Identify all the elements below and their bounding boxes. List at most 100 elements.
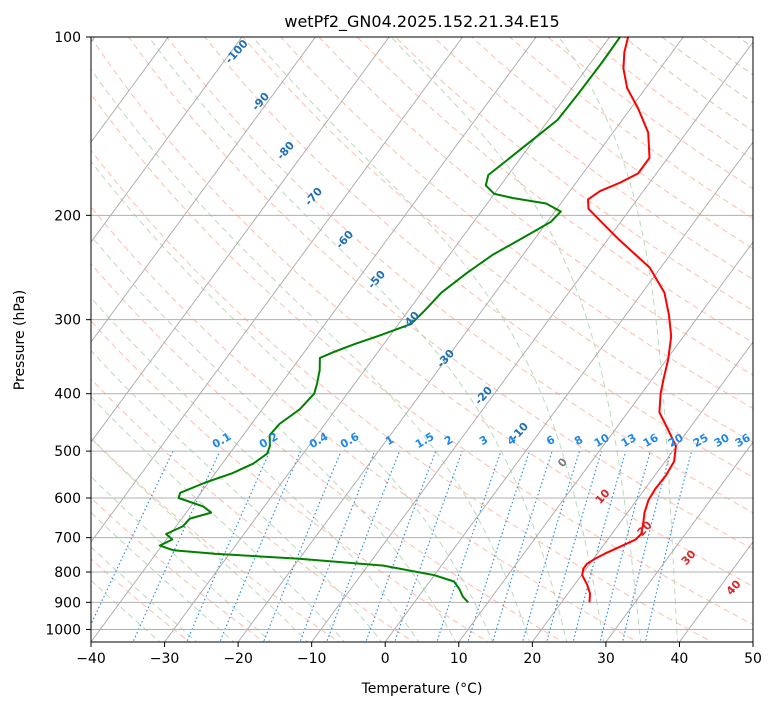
moist-adiabat-line (252, 37, 605, 642)
dry-adiabat-line (91, 320, 489, 642)
dry-adiabat-line (91, 93, 753, 626)
isotherm-line (164, 37, 611, 642)
mixing-ratio-line (394, 450, 463, 642)
x-tick-label: 0 (381, 651, 390, 667)
mixing-ratio-lines (91, 450, 693, 642)
y-tick-label: 800 (54, 565, 81, 581)
mixing-ratio-label: 3 (477, 433, 490, 448)
dry-adiabat-line (394, 37, 753, 312)
isotherm-line (91, 37, 464, 543)
isotherm-line (91, 37, 317, 343)
mixing-ratio-line (365, 450, 437, 642)
pressure-gridlines (91, 37, 753, 630)
dry-adiabat-line (471, 37, 753, 250)
y-tick-label: 100 (54, 30, 81, 46)
mixing-ratio-line (299, 450, 376, 642)
y-axis-label: Pressure (hPa) (12, 290, 28, 390)
isotherm-line (311, 41, 753, 642)
mixing-ratio-line (91, 450, 174, 626)
moist-adiabat-line (558, 37, 679, 642)
dry-adiabat-label: -20 (472, 384, 495, 408)
mixing-ratio-label: 13 (619, 431, 639, 450)
x-tick-label: −10 (297, 651, 327, 667)
mixing-ratio-label: 0.4 (307, 430, 331, 451)
y-tick-label: 200 (54, 208, 81, 224)
dry-adiabat-line (356, 37, 753, 344)
mixing-ratio-line (262, 450, 342, 642)
mixing-ratio-label: 16 (641, 431, 661, 450)
dry-adiabat-line (91, 497, 266, 642)
y-tick-label: 600 (54, 491, 81, 507)
dry-adiabat-line (280, 37, 753, 410)
mixing-ratio-label: 0.6 (338, 430, 362, 451)
line-labels: 0.1 0.2 0.4 0.6 1 1.5 2 3 4 6 8 10 13 16 20 25 30 36-100-… (210, 37, 753, 598)
isotherm-line (91, 37, 243, 243)
dry-adiabat-label: -30 (434, 347, 457, 371)
isotherm-line (384, 141, 753, 642)
dry-adiabat-line (166, 37, 753, 514)
dry-adiabat-line (242, 37, 753, 444)
mixing-ratio-label: 0.2 (257, 430, 280, 451)
mixing-ratio-line (622, 450, 672, 642)
dry-adiabat-label: 40 (724, 577, 744, 597)
dry-adiabat-label: -70 (302, 185, 325, 209)
dry-adiabat-line (204, 37, 753, 478)
dry-adiabat-line (737, 37, 753, 49)
dry-adiabat-line (91, 206, 639, 642)
dry-adiabat-label: -40 (399, 309, 422, 333)
dry-adiabat-label: -100 (223, 37, 251, 66)
mixing-ratio-label: 10 (592, 431, 612, 450)
moist-adiabat-line (91, 475, 272, 642)
mixing-ratio-line (644, 450, 693, 642)
moist-adiabat-line (91, 235, 457, 642)
y-tick-label: 500 (54, 444, 81, 460)
dry-adiabat-line (91, 437, 340, 642)
y-tick-label: 400 (54, 387, 81, 403)
dry-adiabat-line (699, 37, 753, 76)
moist-adiabat-line (91, 160, 494, 642)
moist-adiabat-line (91, 68, 531, 642)
x-tick-label: 10 (450, 651, 468, 667)
y-axis: 100 200 300 400 500 600 700 800 900 1000 (45, 30, 91, 638)
x-tick-label: −30 (150, 651, 180, 667)
dry-adiabat-line (661, 37, 753, 104)
mixing-ratio-line (326, 450, 401, 642)
dry-adiabat-label: -80 (274, 139, 297, 163)
mixing-ratio-line (599, 450, 652, 642)
isotherm-line (531, 341, 753, 642)
dry-adiabat-label: 0 (555, 455, 570, 470)
dry-adiabat-label: 30 (679, 547, 699, 567)
mixing-ratio-label: 6 (544, 433, 557, 448)
mixing-ratio-line (546, 450, 603, 642)
moist-adiabat-line (91, 349, 383, 642)
mixing-ratio-line (492, 450, 553, 642)
x-tick-label: −20 (223, 651, 253, 667)
isotherm-line (91, 37, 390, 443)
temperature-line (581, 37, 677, 603)
moist-adiabat-line (91, 546, 198, 642)
dry-adiabat-line (318, 37, 753, 376)
x-tick-label: 50 (744, 651, 762, 667)
isotherm-line (237, 37, 684, 642)
y-tick-label: 300 (54, 313, 81, 329)
isotherm-line (91, 37, 537, 642)
dry-adiabat-line (128, 37, 753, 550)
chart-title: wetPf2_GN04.2025.152.21.34.E15 (284, 12, 559, 32)
mixing-ratio-label: 1 (383, 433, 396, 448)
dry-adiabat-line (547, 37, 753, 190)
mixing-ratio-line (572, 450, 627, 642)
x-tick-label: −40 (76, 651, 106, 667)
isotherm-line (458, 241, 753, 642)
y-tick-label: 900 (54, 595, 81, 611)
dry-adiabat-label: -60 (333, 228, 356, 252)
x-axis: −40 −30 −20 −10 0 10 20 30 40 50 (76, 642, 762, 667)
mixing-ratio-label: 20 (666, 431, 686, 450)
dry-adiabat-line (91, 37, 753, 587)
isotherm-line (91, 37, 169, 143)
mixing-ratio-label: 30 (712, 431, 732, 450)
mixing-ratio-label: 8 (572, 433, 585, 448)
mixing-ratio-label: 25 (691, 431, 711, 450)
mixing-ratio-line (219, 450, 302, 642)
plot-area: 0.1 0.2 0.4 0.6 1 1.5 2 3 4 6 8 10 13 16 20 25 30 36-100-… (91, 37, 753, 642)
